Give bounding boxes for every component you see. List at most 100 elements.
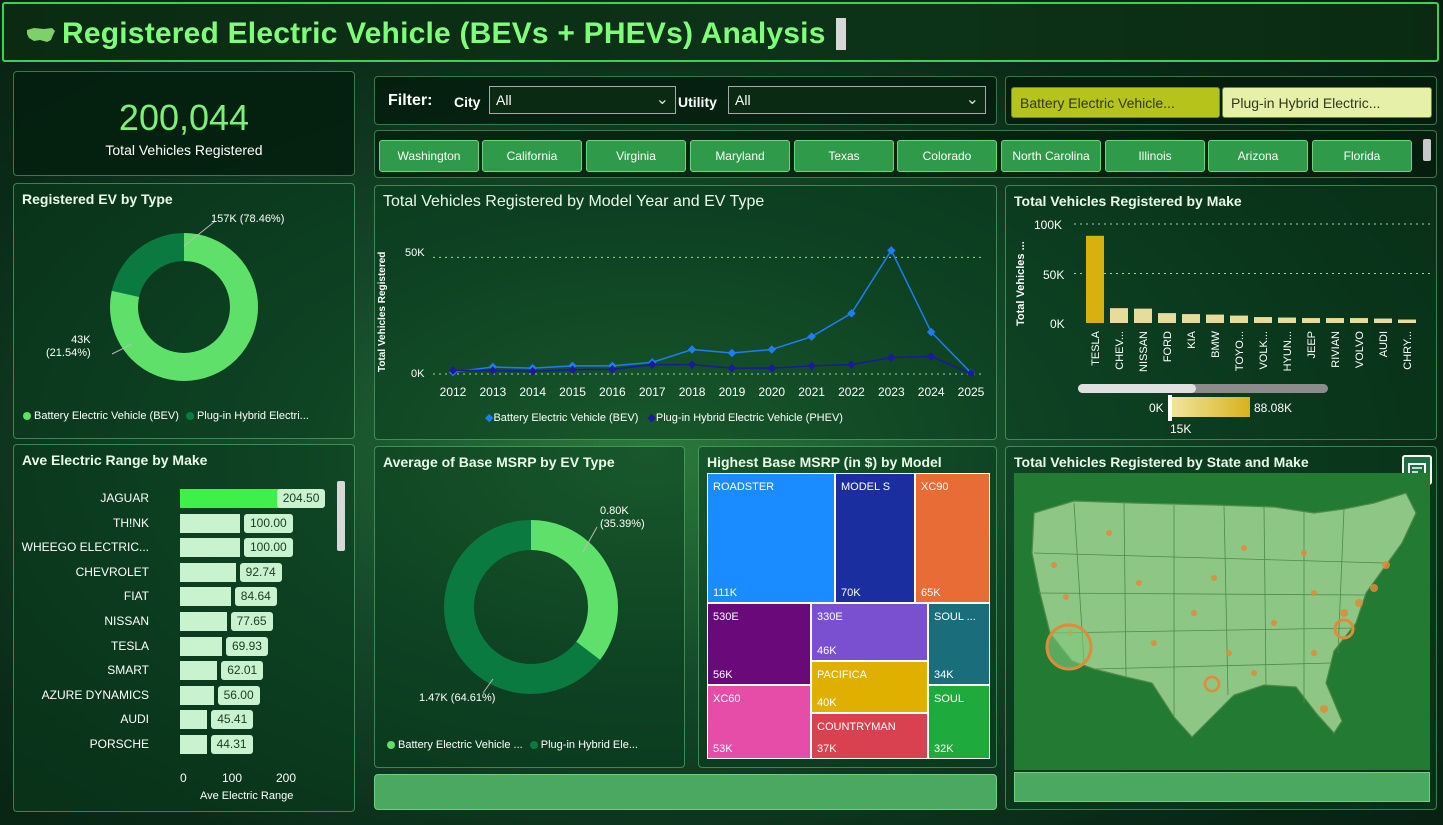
make-bar-chev[interactable] bbox=[1110, 308, 1128, 323]
state-button-illinois[interactable]: Illinois bbox=[1105, 140, 1205, 172]
make-bar-volk[interactable] bbox=[1254, 317, 1272, 323]
line-point-phev-2014[interactable] bbox=[528, 366, 537, 376]
treemap-cell-330e[interactable]: 330E 46K bbox=[811, 603, 928, 661]
range-row-nissan[interactable]: NISSAN 77.65 bbox=[14, 612, 334, 631]
make-chart-scrollbar[interactable] bbox=[1078, 384, 1328, 393]
state-button-arizona[interactable]: Arizona bbox=[1208, 140, 1308, 172]
treemap-value-label: 37K bbox=[817, 743, 837, 755]
city-dropdown[interactable]: All ⌄ bbox=[489, 86, 676, 114]
donut-slice-bev[interactable] bbox=[110, 233, 258, 381]
make-bar-rivian[interactable] bbox=[1326, 318, 1344, 323]
make-bar-jeep[interactable] bbox=[1302, 318, 1320, 323]
treemap-cell-soul[interactable]: SOUL 32K bbox=[928, 685, 990, 759]
treemap-cell-530e[interactable]: 530E 56K bbox=[707, 603, 811, 685]
make-chart-panel: Total Vehicles Registered by Make Total … bbox=[1005, 185, 1437, 440]
state-button-florida[interactable]: Florida bbox=[1312, 140, 1412, 172]
treemap-cell-countryman[interactable]: COUNTRYMAN 37K bbox=[811, 713, 928, 759]
state-button-virginia[interactable]: Virginia bbox=[586, 140, 686, 172]
range-row-th-nk[interactable]: TH!NK 100.00 bbox=[14, 513, 334, 533]
line-point-bev-2020[interactable] bbox=[767, 345, 777, 354]
state-button-colorado[interactable]: Colorado bbox=[897, 140, 997, 172]
chevron-down-icon: ⌄ bbox=[965, 91, 979, 108]
range-chart-scrollbar[interactable] bbox=[337, 481, 345, 551]
treemap-cell-pacifica[interactable]: PACIFICA 40K bbox=[811, 661, 928, 713]
range-row-jaguar[interactable]: JAGUAR 204.50 bbox=[14, 489, 334, 508]
make-xtick: NISSAN bbox=[1138, 331, 1150, 372]
treemap-cell-model-s[interactable]: MODEL S 70K bbox=[835, 473, 915, 603]
line-point-phev-2024[interactable] bbox=[926, 352, 936, 361]
make-bar-audi[interactable] bbox=[1374, 318, 1392, 323]
line-point-bev-2021[interactable] bbox=[807, 332, 816, 341]
line-point-phev-2015[interactable] bbox=[568, 365, 577, 375]
value-range-slider[interactable] bbox=[1168, 395, 1250, 421]
range-value-label: 62.01 bbox=[221, 661, 264, 681]
range-row-smart[interactable]: SMART 62.01 bbox=[14, 661, 334, 681]
line-point-bev-2018[interactable] bbox=[687, 345, 697, 354]
make-xtick: BMW bbox=[1210, 330, 1222, 358]
make-bar-volvo[interactable] bbox=[1350, 318, 1368, 323]
range-row-fiat[interactable]: FIAT 84.64 bbox=[14, 587, 334, 607]
state-button-north-carolina[interactable]: North Carolina bbox=[1001, 140, 1101, 172]
line-point-bev-2024[interactable] bbox=[926, 327, 936, 337]
treemap-cell-roadster[interactable]: ROADSTER 111K bbox=[707, 473, 835, 603]
range-row-wheego-electric-[interactable]: WHEEGO ELECTRIC... 100.00 bbox=[14, 538, 334, 558]
filter-label: Filter: bbox=[388, 92, 433, 109]
range-row-porsche[interactable]: PORSCHE 44.31 bbox=[14, 735, 334, 754]
treemap-value-label: 53K bbox=[713, 743, 733, 755]
treemap-cell-soul-[interactable]: SOUL ... 34K bbox=[928, 603, 990, 685]
range-value-label: 84.64 bbox=[234, 587, 277, 607]
treemap-cell-xc90[interactable]: XC90 65K bbox=[915, 473, 990, 603]
line-point-phev-2022[interactable] bbox=[847, 360, 856, 369]
make-bar-bmw[interactable] bbox=[1206, 314, 1224, 323]
legend-phev: Plug-in Hybrid Electri... bbox=[196, 410, 309, 422]
line-point-bev-2019[interactable] bbox=[727, 348, 737, 358]
make-bar-ford[interactable] bbox=[1158, 313, 1176, 323]
make-bar-toyo[interactable] bbox=[1230, 315, 1248, 323]
make-chart-title: Total Vehicles Registered by Make bbox=[1014, 193, 1242, 209]
utility-dropdown[interactable]: All ⌄ bbox=[728, 86, 986, 114]
line-xtick-2014: 2014 bbox=[519, 385, 546, 399]
us-map[interactable] bbox=[1014, 473, 1430, 770]
treemap-model-label: 530E bbox=[713, 611, 739, 623]
ev-type-phev-button[interactable]: Plug-in Hybrid Electric... bbox=[1222, 87, 1432, 118]
slider-handle[interactable] bbox=[1168, 395, 1172, 421]
range-row-audi[interactable]: AUDI 45.41 bbox=[14, 710, 334, 730]
msrp-by-type-panel: Average of Base MSRP by EV Type 0.80K (3… bbox=[374, 446, 685, 768]
make-bar-nissan[interactable] bbox=[1134, 308, 1152, 323]
line-point-phev-2020[interactable] bbox=[767, 363, 777, 373]
state-slicer-scrollbar[interactable] bbox=[1423, 139, 1431, 161]
state-button-california[interactable]: California bbox=[482, 140, 582, 172]
treemap-cell-xc60[interactable]: XC60 53K bbox=[707, 685, 811, 759]
make-bar-kia[interactable] bbox=[1182, 314, 1200, 323]
state-button-maryland[interactable]: Maryland bbox=[690, 140, 790, 172]
line-point-phev-2012[interactable] bbox=[448, 366, 458, 375]
state-button-texas[interactable]: Texas bbox=[794, 140, 894, 172]
range-bar bbox=[180, 710, 208, 730]
treemap-value-label: 34K bbox=[934, 669, 954, 681]
us-land bbox=[1031, 492, 1417, 738]
range-row-azure-dynamics[interactable]: AZURE DYNAMICS 56.00 bbox=[14, 685, 334, 705]
range-row-tesla[interactable]: TESLA 69.93 bbox=[14, 636, 334, 656]
treemap-model-label: ROADSTER bbox=[713, 481, 775, 493]
make-bar-chry[interactable] bbox=[1398, 319, 1416, 323]
line-point-bev-2022[interactable] bbox=[847, 309, 856, 318]
line-point-phev-2013[interactable] bbox=[488, 366, 498, 375]
state-button-washington[interactable]: Washington bbox=[379, 140, 479, 172]
make-bar-hyun[interactable] bbox=[1278, 317, 1296, 323]
line-point-phev-2019[interactable] bbox=[727, 363, 737, 373]
line-point-bev-2023[interactable] bbox=[887, 246, 896, 255]
line-xtick-2012: 2012 bbox=[440, 385, 467, 399]
line-point-phev-2016[interactable] bbox=[608, 365, 617, 374]
range-row-chevrolet[interactable]: CHEVROLET 92.74 bbox=[14, 562, 334, 582]
filter-bar: Filter: City All ⌄ Utility All ⌄ bbox=[374, 76, 997, 125]
line-point-phev-2021[interactable] bbox=[807, 361, 816, 371]
line-point-phev-2023[interactable] bbox=[887, 353, 896, 362]
treemap-value-label: 65K bbox=[921, 587, 941, 599]
bottom-footer-bar bbox=[374, 774, 997, 810]
range-value-label: 92.74 bbox=[239, 562, 282, 582]
line-point-phev-2018[interactable] bbox=[687, 360, 697, 369]
treemap-model-label: PACIFICA bbox=[817, 669, 867, 681]
msrp-slice-phev[interactable] bbox=[444, 520, 618, 694]
ev-type-bev-button[interactable]: Battery Electric Vehicle... bbox=[1011, 87, 1220, 118]
make-bar-tesla[interactable] bbox=[1086, 235, 1104, 323]
